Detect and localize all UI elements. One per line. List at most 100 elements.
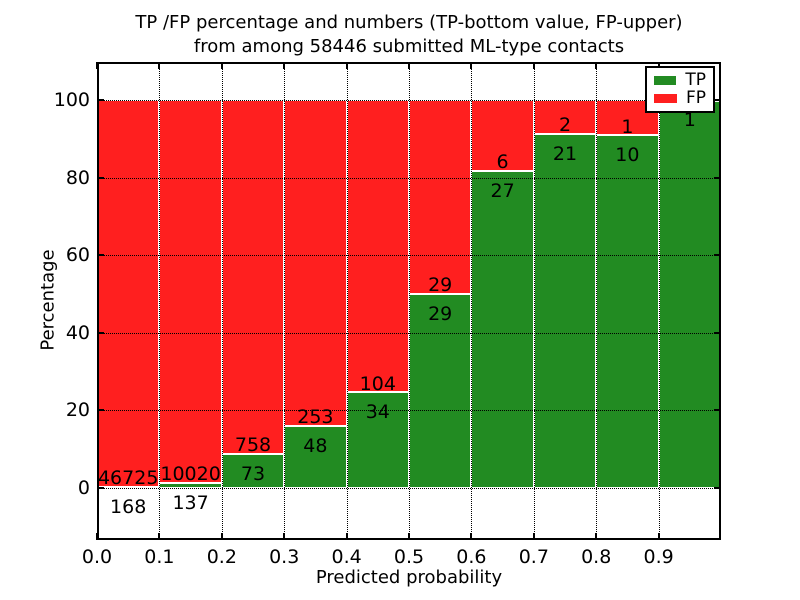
chart-title-line2: from among 58446 submitted ML-type conta… — [193, 36, 625, 57]
x-tick-label: 0.0 — [81, 546, 113, 568]
fp-bar-segment — [221, 100, 285, 454]
fp-bar-segment — [533, 100, 597, 134]
fp-count-label: 10020 — [160, 463, 221, 486]
fp-bar-segment — [409, 100, 472, 294]
y-tick-right — [714, 176, 721, 179]
fp-count-label: 104 — [359, 372, 396, 395]
legend-item-fp: FP — [654, 87, 706, 108]
x-tick-label: 0.1 — [144, 546, 175, 568]
tp-count-label: 10 — [615, 144, 640, 167]
fp-bar-segment — [97, 100, 160, 487]
vertical-gridline — [409, 62, 410, 540]
fp-count-label: 2 — [558, 114, 572, 137]
horizontal-gridline — [97, 488, 721, 489]
vertical-gridline — [658, 62, 660, 540]
x-tick-bottom — [657, 533, 660, 540]
tp-count-label: 48 — [303, 435, 328, 458]
vertical-gridline — [284, 62, 286, 540]
x-tick-bottom — [345, 533, 348, 540]
x-tick-bottom — [283, 533, 286, 540]
x-tick-label: 0.4 — [331, 546, 362, 568]
tp-count-label: 21 — [552, 142, 578, 165]
legend-label-fp: FP — [685, 87, 706, 108]
x-tick-bottom — [595, 533, 598, 540]
legend-label-tp: TP — [685, 70, 706, 91]
x-tick-bottom — [532, 533, 535, 540]
y-tick-left — [97, 254, 104, 257]
y-tick-label: 0 — [77, 477, 90, 499]
horizontal-gridline — [97, 410, 721, 412]
y-tick-right — [714, 99, 721, 101]
y-tick-right — [714, 487, 721, 489]
x-tick-label: 0.7 — [518, 546, 549, 568]
tp-bar-segment — [471, 170, 534, 488]
x-tick-bottom — [220, 533, 223, 540]
y-tick-label: 100 — [53, 89, 90, 111]
fp-count-label: 46725 — [97, 466, 159, 489]
y-tick-left — [97, 176, 104, 179]
y-tick-left — [97, 409, 104, 412]
y-tick-label: 40 — [65, 321, 90, 344]
fp-count-label: 758 — [234, 434, 272, 457]
x-tick-label: 0.2 — [206, 546, 237, 568]
horizontal-gridline — [97, 177, 721, 179]
x-tick-label: 0.8 — [581, 546, 612, 568]
tp-bar-segment — [221, 453, 285, 488]
horizontal-gridline — [97, 332, 721, 334]
tp-color-swatch — [654, 76, 677, 86]
legend-item-tp: TP — [654, 72, 706, 89]
x-tick-bottom — [96, 533, 98, 540]
fp-bar-segment — [284, 100, 347, 427]
tp-bar-segment — [658, 100, 721, 488]
fp-bar-segment — [159, 100, 222, 483]
tp-bar-segment — [284, 426, 347, 488]
x-tick-top — [408, 62, 410, 69]
x-tick-bottom — [470, 533, 473, 540]
y-tick-right — [714, 254, 721, 257]
tp-count-label: 168 — [110, 495, 147, 518]
x-tick-top — [595, 62, 598, 69]
y-tick-label: 80 — [65, 166, 90, 189]
vertical-gridline — [221, 62, 223, 540]
chart-title-line1: TP /FP percentage and numbers (TP-bottom… — [135, 12, 683, 33]
tp-bar-segment — [596, 135, 659, 488]
fp-count-label: 6 — [496, 150, 509, 173]
x-tick-top — [220, 62, 223, 69]
x-tick-top — [96, 62, 98, 69]
vertical-gridline — [471, 62, 473, 540]
tp-count-label: 73 — [240, 462, 266, 485]
y-tick-left — [97, 99, 104, 101]
y-tick-right — [714, 409, 721, 412]
fp-color-swatch — [654, 93, 677, 103]
legend: TP FP — [645, 66, 715, 113]
x-tick-label: 0.3 — [269, 546, 300, 568]
x-tick-top — [283, 62, 286, 69]
x-tick-top — [657, 62, 660, 69]
y-tick-left — [97, 487, 104, 489]
plot-area: 46725 10020 758 253 104 29 6 2 1 168 137 73 48 34 29 27… — [96, 62, 721, 540]
vertical-gridline — [533, 62, 535, 540]
tp-bar-segment — [533, 133, 597, 488]
tp-count-label: 1 — [683, 109, 696, 131]
x-axis-label: Predicted probability — [315, 567, 503, 588]
x-tick-top — [532, 62, 535, 69]
chart-title: TP /FP percentage and numbers (TP-bottom… — [97, 11, 721, 59]
y-tick-label: 60 — [65, 244, 90, 267]
fp-count-label: 253 — [297, 406, 334, 429]
tp-count-label: 27 — [490, 179, 515, 202]
horizontal-gridline — [97, 255, 721, 257]
x-tick-label: 0.5 — [393, 546, 425, 568]
fp-count-label: 1 — [621, 115, 634, 138]
x-tick-top — [345, 62, 348, 69]
x-tick-top — [470, 62, 473, 69]
vertical-gridline — [346, 62, 348, 540]
x-tick-bottom — [408, 533, 410, 540]
y-tick-left — [97, 331, 104, 334]
tp-count-label: 137 — [172, 491, 209, 514]
vertical-gridline — [596, 62, 598, 540]
y-tick-right — [714, 331, 721, 334]
vertical-gridline — [159, 62, 161, 540]
fp-count-label: 29 — [428, 274, 453, 297]
tp-count-label: 34 — [365, 401, 390, 424]
